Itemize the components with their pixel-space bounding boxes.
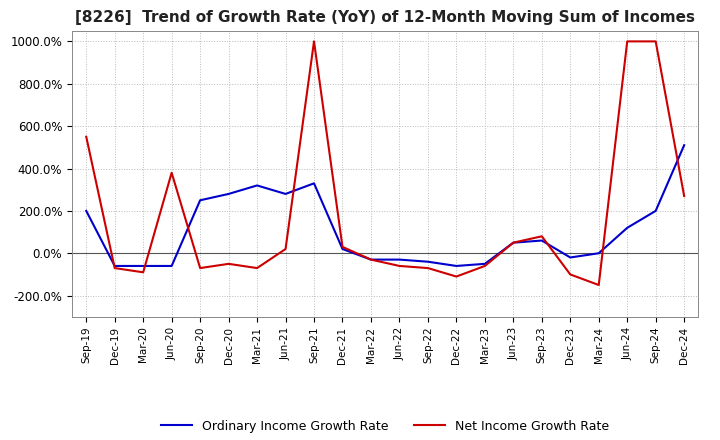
Ordinary Income Growth Rate bbox=[395, 257, 404, 262]
Ordinary Income Growth Rate bbox=[595, 251, 603, 256]
Line: Net Income Growth Rate: Net Income Growth Rate bbox=[86, 41, 684, 285]
Ordinary Income Growth Rate bbox=[452, 263, 461, 268]
Title: [8226]  Trend of Growth Rate (YoY) of 12-Month Moving Sum of Incomes: [8226] Trend of Growth Rate (YoY) of 12-… bbox=[75, 11, 696, 26]
Ordinary Income Growth Rate bbox=[167, 263, 176, 268]
Net Income Growth Rate bbox=[310, 39, 318, 44]
Ordinary Income Growth Rate bbox=[509, 240, 518, 245]
Net Income Growth Rate bbox=[395, 263, 404, 268]
Ordinary Income Growth Rate bbox=[537, 238, 546, 243]
Net Income Growth Rate bbox=[480, 263, 489, 268]
Net Income Growth Rate bbox=[595, 282, 603, 288]
Net Income Growth Rate bbox=[139, 270, 148, 275]
Line: Ordinary Income Growth Rate: Ordinary Income Growth Rate bbox=[86, 145, 684, 266]
Ordinary Income Growth Rate bbox=[253, 183, 261, 188]
Ordinary Income Growth Rate bbox=[310, 181, 318, 186]
Net Income Growth Rate bbox=[110, 265, 119, 271]
Ordinary Income Growth Rate bbox=[623, 225, 631, 231]
Ordinary Income Growth Rate bbox=[566, 255, 575, 260]
Ordinary Income Growth Rate bbox=[680, 143, 688, 148]
Ordinary Income Growth Rate bbox=[480, 261, 489, 267]
Legend: Ordinary Income Growth Rate, Net Income Growth Rate: Ordinary Income Growth Rate, Net Income … bbox=[156, 414, 614, 437]
Net Income Growth Rate bbox=[167, 170, 176, 176]
Net Income Growth Rate bbox=[282, 246, 290, 252]
Ordinary Income Growth Rate bbox=[110, 263, 119, 268]
Ordinary Income Growth Rate bbox=[338, 246, 347, 252]
Net Income Growth Rate bbox=[196, 265, 204, 271]
Net Income Growth Rate bbox=[366, 257, 375, 262]
Ordinary Income Growth Rate bbox=[139, 263, 148, 268]
Net Income Growth Rate bbox=[537, 234, 546, 239]
Ordinary Income Growth Rate bbox=[423, 259, 432, 264]
Net Income Growth Rate bbox=[253, 265, 261, 271]
Ordinary Income Growth Rate bbox=[225, 191, 233, 197]
Ordinary Income Growth Rate bbox=[82, 208, 91, 213]
Ordinary Income Growth Rate bbox=[196, 198, 204, 203]
Ordinary Income Growth Rate bbox=[282, 191, 290, 197]
Net Income Growth Rate bbox=[680, 194, 688, 199]
Ordinary Income Growth Rate bbox=[652, 208, 660, 213]
Net Income Growth Rate bbox=[623, 39, 631, 44]
Net Income Growth Rate bbox=[452, 274, 461, 279]
Net Income Growth Rate bbox=[652, 39, 660, 44]
Ordinary Income Growth Rate bbox=[366, 257, 375, 262]
Net Income Growth Rate bbox=[225, 261, 233, 267]
Net Income Growth Rate bbox=[423, 265, 432, 271]
Net Income Growth Rate bbox=[509, 240, 518, 245]
Net Income Growth Rate bbox=[82, 134, 91, 139]
Net Income Growth Rate bbox=[566, 272, 575, 277]
Net Income Growth Rate bbox=[338, 244, 347, 249]
